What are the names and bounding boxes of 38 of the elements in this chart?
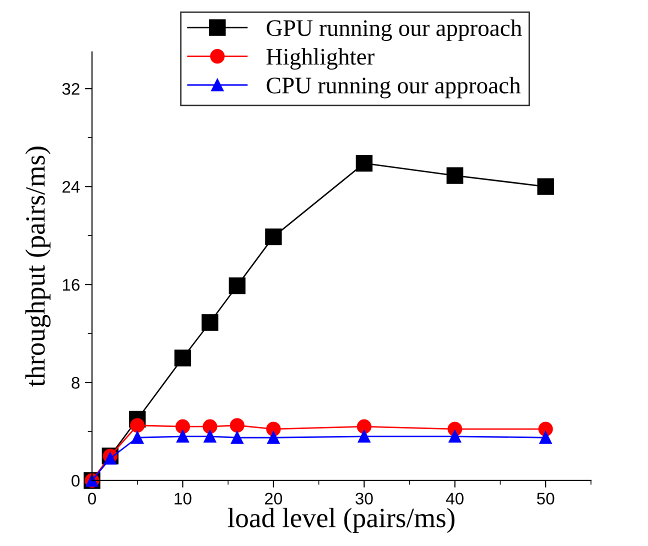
x-tick-label: 40 [446, 492, 464, 505]
y-tick-label: 24 [62, 180, 80, 193]
legend-label: CPU running our approach [266, 76, 521, 98]
point [265, 228, 282, 246]
y-tick-label: 16 [62, 278, 80, 291]
point [228, 277, 246, 294]
point [174, 350, 192, 366]
point [131, 431, 144, 444]
point [446, 167, 464, 184]
legend-label: Highlighter [266, 48, 374, 70]
x-tick-label: 30 [356, 492, 373, 505]
x-axis-title: load level (pairs/ms) [228, 508, 454, 534]
point [202, 419, 218, 434]
point [204, 430, 216, 443]
y-tick-label: 0 [72, 474, 80, 487]
point [176, 430, 189, 443]
point [537, 178, 554, 195]
x-tick-label: 20 [265, 492, 282, 505]
point [230, 418, 244, 433]
x-tick-label: 50 [537, 492, 554, 505]
point [539, 431, 552, 444]
point [448, 430, 462, 443]
point [202, 314, 218, 331]
point [230, 431, 244, 444]
y-tick-label: 32 [62, 83, 80, 95]
point [538, 422, 553, 436]
legend-label: GPU running our approach [266, 19, 522, 41]
point [175, 419, 190, 434]
x-tick-label: 0 [88, 492, 96, 505]
point [356, 419, 372, 434]
point [358, 430, 370, 443]
point [130, 418, 145, 433]
point [267, 431, 280, 444]
y-tick-label: 8 [72, 376, 80, 389]
point [266, 422, 281, 436]
x-tick-label: 10 [174, 492, 192, 505]
point [356, 154, 373, 172]
y-axis-title: throughput (pairs/ms) [25, 146, 51, 387]
